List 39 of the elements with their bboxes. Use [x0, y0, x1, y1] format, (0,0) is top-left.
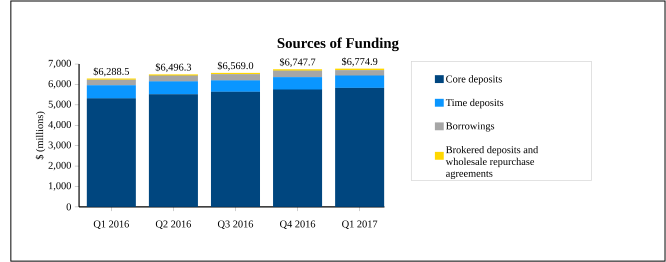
bar: [210, 92, 260, 207]
total-label: $6,774.9: [342, 57, 378, 66]
bar: [273, 70, 322, 78]
bar: [335, 75, 384, 88]
y-tick-label: 2,000: [48, 162, 71, 170]
bar: [148, 94, 198, 207]
bar: [335, 70, 384, 76]
bar: [335, 88, 384, 207]
bar: [86, 85, 136, 98]
bar: [273, 77, 322, 90]
bar: [148, 75, 198, 82]
x-tick-label: Q1 2017: [342, 220, 378, 230]
legend-label: Time deposits: [446, 98, 504, 108]
total-label: $6,496.3: [156, 63, 192, 72]
total-label: $6,569.0: [218, 62, 254, 71]
x-tick-label: Q2 2016: [156, 220, 192, 230]
bar: [210, 74, 260, 80]
y-tick-label: 3,000: [48, 141, 71, 150]
legend-label: Borrowings: [446, 122, 494, 132]
bar: [148, 81, 198, 94]
y-axis-title: $ (millions): [36, 112, 46, 160]
bar: [86, 80, 136, 86]
chart-title: Sources of Funding: [278, 37, 399, 52]
x-tick-label: Q4 2016: [280, 220, 316, 230]
x-tick-label: Q1 2016: [94, 220, 129, 230]
y-tick-label: 5,000: [48, 100, 71, 110]
total-label: $6,747.7: [280, 58, 316, 67]
y-tick-label: 7,000: [48, 60, 71, 68]
x-tick-label: Q3 2016: [218, 220, 254, 230]
y-tick-label: 6,000: [48, 80, 71, 89]
legend-label: Core deposits: [446, 75, 502, 85]
bar: [273, 90, 322, 207]
bar: [86, 98, 136, 207]
legend-label: Brokered deposits and wholesale repurchase agreements: [446, 146, 538, 179]
total-label: $6,288.5: [94, 67, 130, 76]
bar: [210, 80, 260, 92]
y-tick-label: 1,000: [49, 182, 71, 191]
y-tick-label: 4,000: [48, 121, 71, 130]
y-tick-label: 0: [66, 203, 71, 210]
